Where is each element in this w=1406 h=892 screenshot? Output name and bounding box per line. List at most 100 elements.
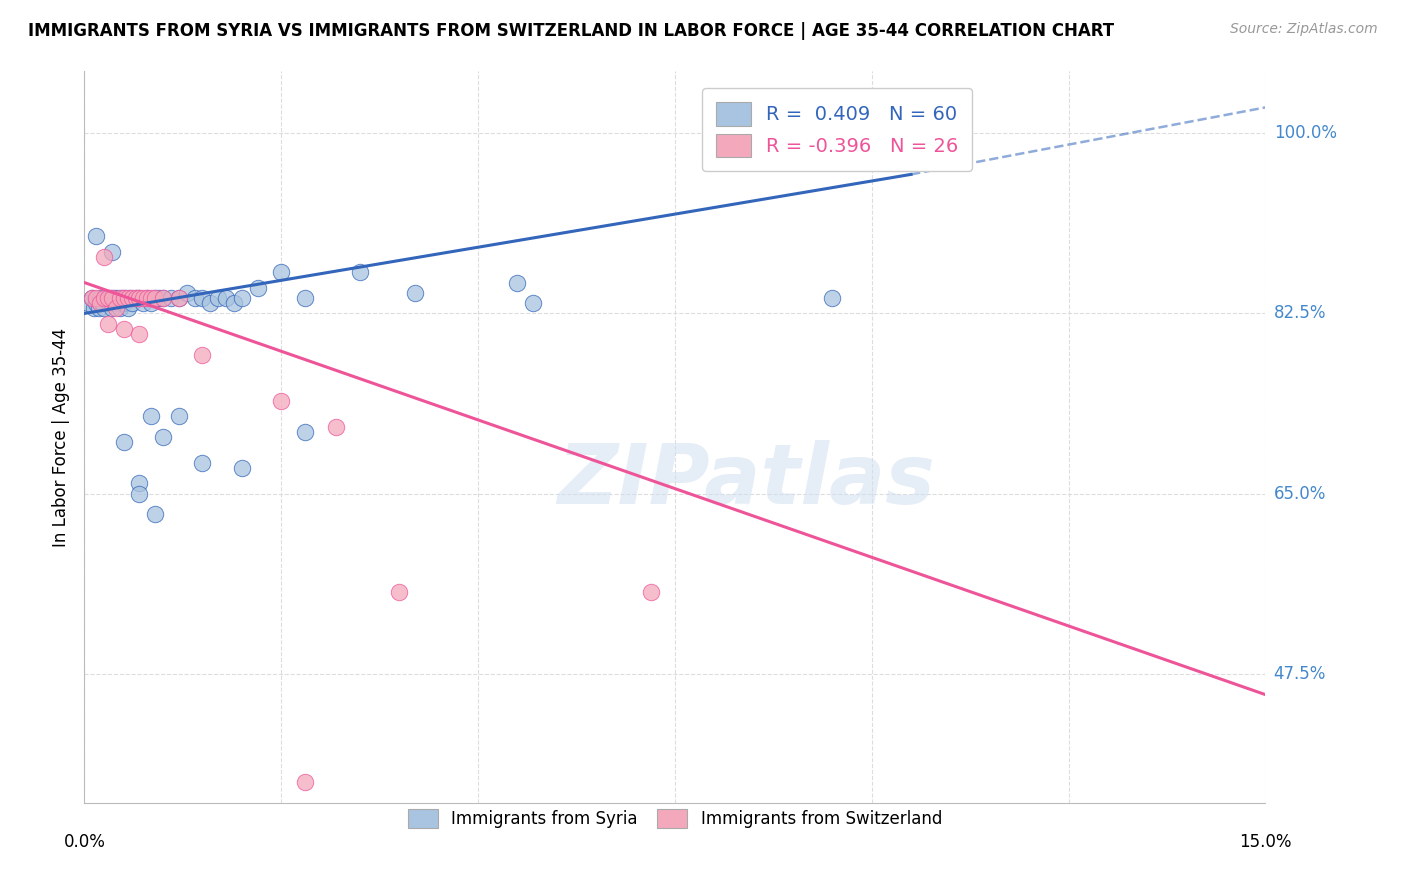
Point: [121, 291, 143, 305]
Point: [124, 291, 146, 305]
Point: [117, 291, 139, 305]
Text: 47.5%: 47.5%: [1274, 665, 1326, 683]
Point: [87, 301, 110, 316]
Point: [96, 291, 118, 305]
Point: [128, 327, 150, 342]
Point: [89, 291, 111, 305]
Point: [128, 487, 150, 501]
Point: [93, 250, 115, 264]
Point: [143, 291, 166, 305]
Point: [148, 291, 170, 305]
Point: [325, 419, 347, 434]
Text: IMMIGRANTS FROM SYRIA VS IMMIGRANTS FROM SWITZERLAND IN LABOR FORCE | AGE 35-44 : IMMIGRANTS FROM SYRIA VS IMMIGRANTS FROM…: [28, 22, 1114, 40]
Point: [821, 291, 844, 305]
Point: [77, 296, 100, 310]
Point: [506, 276, 529, 290]
Point: [121, 296, 143, 310]
Point: [215, 291, 238, 305]
Point: [136, 291, 159, 305]
Point: [104, 301, 127, 316]
Point: [152, 430, 174, 444]
Point: [191, 348, 214, 362]
Point: [404, 285, 426, 300]
Point: [294, 775, 316, 789]
Point: [231, 461, 253, 475]
Point: [97, 317, 120, 331]
Text: 100.0%: 100.0%: [1274, 124, 1337, 142]
Text: Source: ZipAtlas.com: Source: ZipAtlas.com: [1230, 22, 1378, 37]
Point: [98, 291, 121, 305]
Point: [294, 425, 316, 439]
Point: [141, 296, 163, 310]
Point: [112, 296, 135, 310]
Point: [141, 409, 163, 424]
Point: [294, 291, 316, 305]
Y-axis label: In Labor Force | Age 35-44: In Labor Force | Age 35-44: [52, 327, 70, 547]
Point: [101, 291, 124, 305]
Point: [141, 291, 163, 305]
Point: [231, 291, 253, 305]
Point: [108, 291, 131, 305]
Point: [112, 291, 135, 305]
Point: [152, 291, 174, 305]
Point: [200, 296, 222, 310]
Point: [90, 296, 112, 310]
Point: [132, 296, 155, 310]
Point: [101, 301, 124, 316]
Point: [93, 291, 115, 305]
Text: 82.5%: 82.5%: [1274, 304, 1326, 322]
Legend: Immigrants from Syria, Immigrants from Switzerland: Immigrants from Syria, Immigrants from S…: [401, 802, 949, 835]
Point: [640, 584, 662, 599]
Point: [82, 291, 104, 305]
Point: [103, 291, 125, 305]
Point: [83, 301, 105, 316]
Point: [183, 291, 205, 305]
Point: [522, 296, 544, 310]
Point: [112, 322, 135, 336]
Point: [246, 281, 269, 295]
Text: 0.0%: 0.0%: [63, 833, 105, 851]
Point: [222, 296, 245, 310]
Point: [112, 435, 135, 450]
Point: [89, 296, 111, 310]
Point: [128, 291, 150, 305]
Point: [84, 291, 107, 305]
Point: [160, 291, 183, 305]
Point: [143, 508, 166, 522]
Point: [191, 456, 214, 470]
Point: [84, 296, 107, 310]
Point: [114, 291, 136, 305]
Point: [84, 229, 107, 244]
Point: [97, 291, 120, 305]
Text: 65.0%: 65.0%: [1274, 484, 1326, 503]
Point: [128, 476, 150, 491]
Point: [82, 291, 104, 305]
Point: [136, 291, 159, 305]
Point: [191, 291, 214, 305]
Point: [143, 291, 166, 305]
Point: [349, 265, 371, 279]
Point: [118, 291, 141, 305]
Point: [176, 285, 198, 300]
Point: [152, 291, 174, 305]
Point: [117, 301, 139, 316]
Point: [207, 291, 229, 305]
Point: [388, 584, 411, 599]
Point: [97, 296, 120, 310]
Point: [128, 291, 150, 305]
Point: [132, 291, 155, 305]
Point: [167, 291, 190, 305]
Point: [124, 291, 146, 305]
Text: 15.0%: 15.0%: [1239, 833, 1292, 851]
Point: [104, 296, 127, 310]
Point: [270, 394, 292, 409]
Text: ZIPatlas: ZIPatlas: [557, 441, 935, 522]
Point: [742, 126, 765, 140]
Point: [108, 301, 131, 316]
Point: [111, 291, 134, 305]
Point: [93, 301, 115, 316]
Point: [101, 244, 124, 259]
Point: [167, 291, 190, 305]
Point: [107, 291, 129, 305]
Point: [270, 265, 292, 279]
